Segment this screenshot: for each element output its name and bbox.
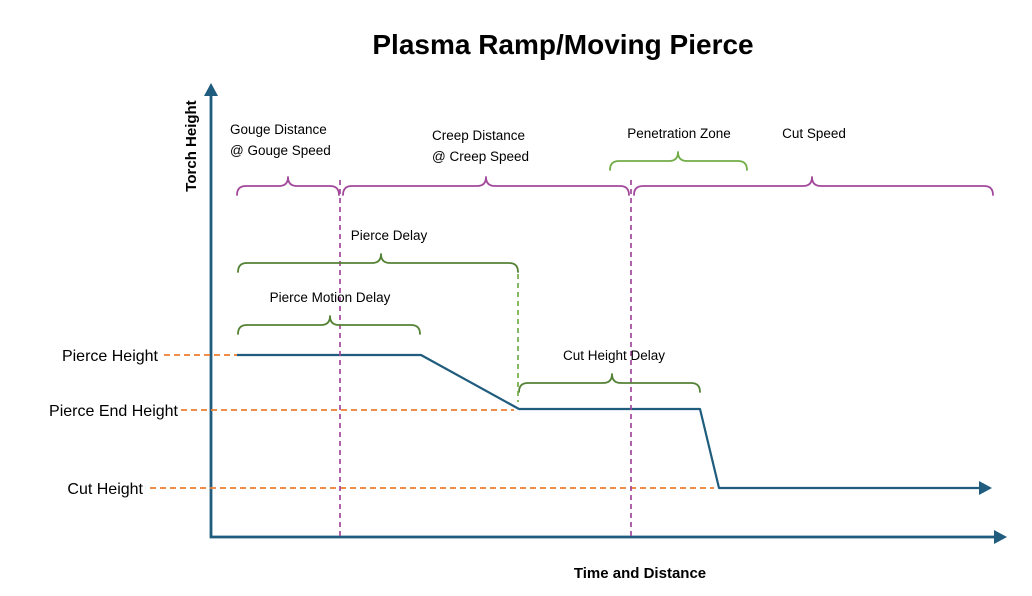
delay-braces (237, 253, 701, 402)
chart-title: Plasma Ramp/Moving Pierce (372, 29, 753, 60)
torch-height-curve (237, 353, 992, 495)
creep-distance-label-line1: Creep Distance (432, 128, 525, 143)
pierce-delay-brace (237, 253, 519, 273)
torch-height-path (237, 353, 980, 490)
x-axis-label: Time and Distance (574, 565, 706, 582)
distance-braces (236, 176, 994, 196)
pierce-motion-delay-brace (237, 315, 421, 335)
cut-speed-brace (633, 176, 994, 196)
penetration-zone-brace (609, 151, 748, 171)
y-axis-label: Torch Height (183, 100, 200, 191)
pierce-end-height-label: Pierce End Height (49, 403, 179, 420)
x-axis-arrow-icon (994, 530, 1007, 544)
top-annotation-labels: Gouge Distance @ Gouge Speed Creep Dista… (230, 122, 846, 164)
delay-annotation-labels: Pierce Delay Pierce Motion Delay Cut Hei… (270, 228, 666, 363)
axes: Torch Height Time and Distance (183, 83, 1007, 582)
gouge-distance-label-line2: @ Gouge Speed (230, 143, 331, 158)
cut-height-delay-brace (518, 373, 701, 393)
cut-speed-label: Cut Speed (782, 126, 846, 141)
y-axis-arrow-icon (204, 83, 218, 96)
creep-distance-label-line2: @ Creep Speed (432, 149, 529, 164)
gouge-distance-brace (236, 176, 340, 196)
phase-dividers (339, 180, 632, 537)
gouge-distance-label-line1: Gouge Distance (230, 122, 327, 137)
height-guides: Pierce Height Pierce End Height Cut Heig… (49, 348, 714, 498)
creep-distance-brace (342, 176, 630, 196)
curve-arrow-icon (979, 481, 992, 495)
cut-height-label: Cut Height (67, 481, 143, 498)
cut-height-delay-label: Cut Height Delay (563, 348, 665, 363)
pierce-delay-label: Pierce Delay (351, 228, 428, 243)
axis-lines (209, 92, 996, 539)
pierce-height-label: Pierce Height (62, 348, 159, 365)
penetration-zone-label: Penetration Zone (627, 126, 731, 141)
pierce-motion-delay-label: Pierce Motion Delay (270, 290, 391, 305)
